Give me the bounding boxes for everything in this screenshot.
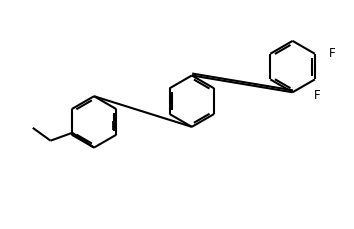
Text: F: F [314,89,320,102]
Text: F: F [111,120,118,133]
Text: F: F [329,47,335,60]
